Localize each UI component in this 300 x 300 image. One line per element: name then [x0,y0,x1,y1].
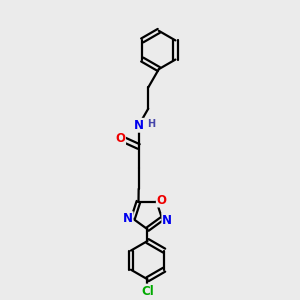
Text: Cl: Cl [141,285,154,298]
Text: N: N [134,119,144,132]
Text: N: N [123,212,133,225]
Text: O: O [115,132,125,145]
Text: N: N [162,214,172,226]
Text: H: H [147,118,155,128]
Text: O: O [157,194,167,207]
